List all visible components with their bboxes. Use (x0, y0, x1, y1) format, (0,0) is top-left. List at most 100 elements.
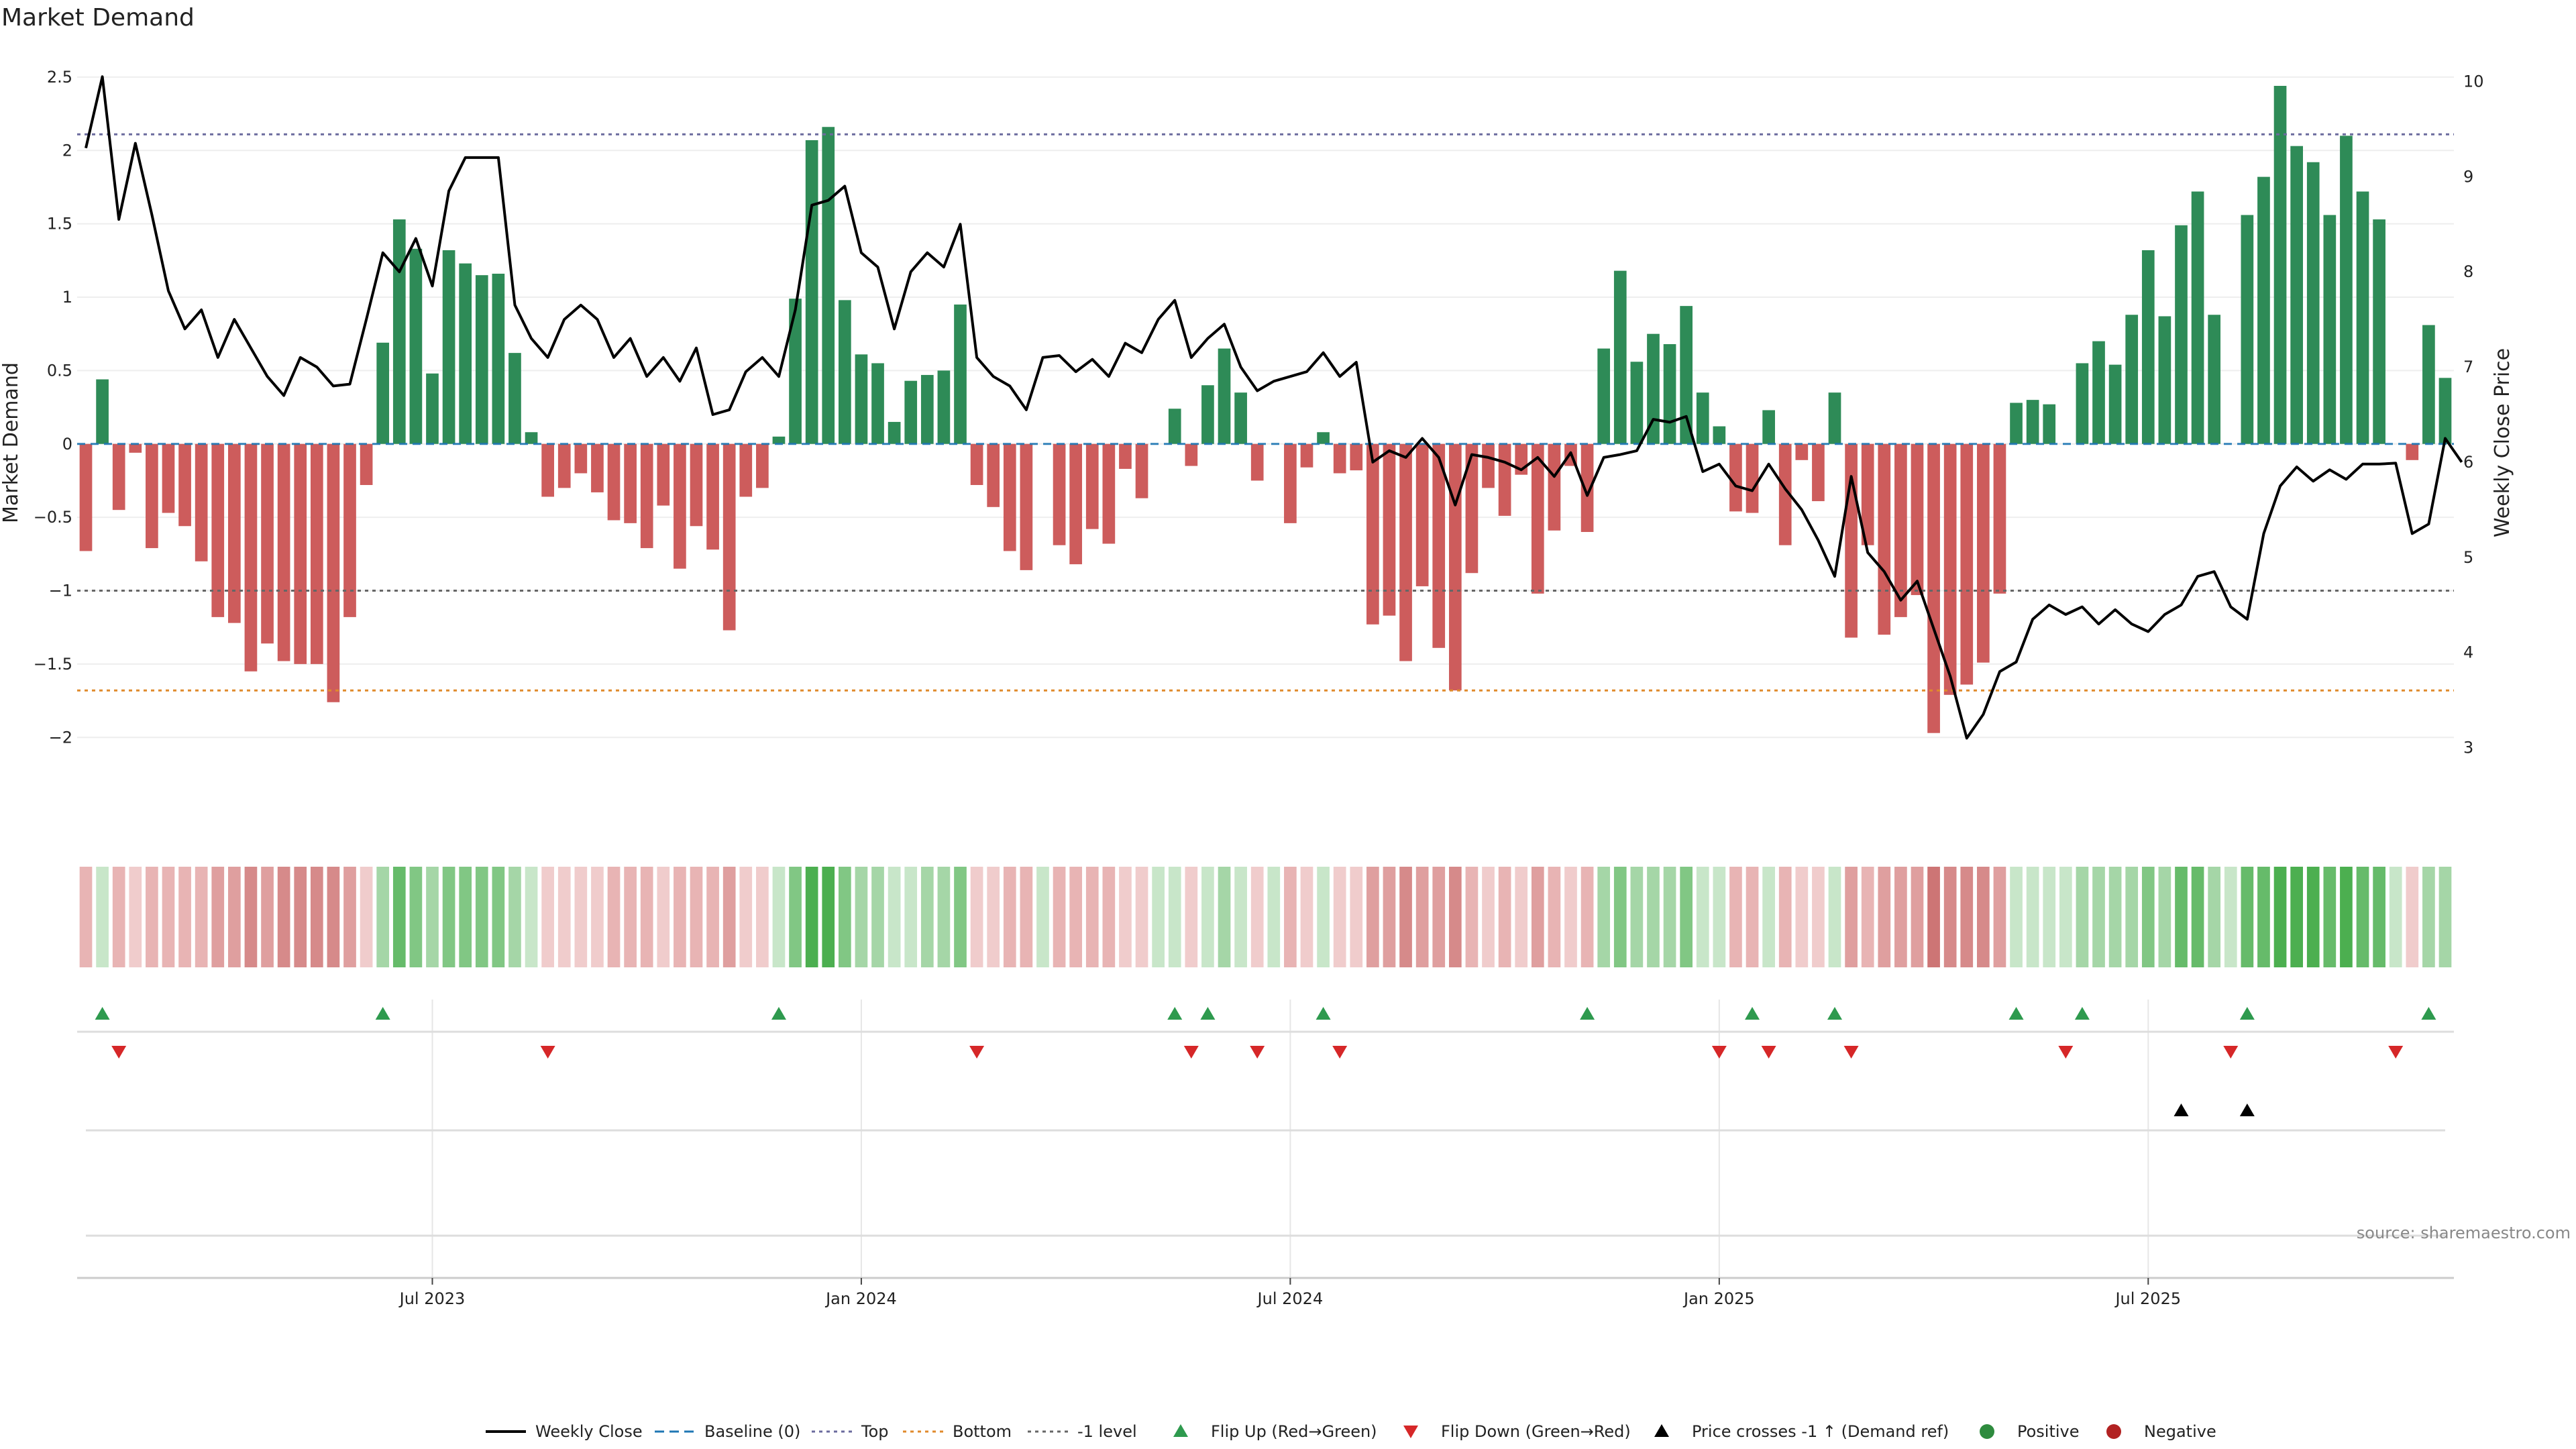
y-tick-label: −0.5 (34, 508, 72, 527)
demand-bar (2241, 215, 2254, 444)
heat-cell (2422, 867, 2435, 967)
demand-bar (2026, 400, 2039, 444)
demand-bar (1465, 443, 1479, 574)
heat-cell (805, 867, 818, 967)
heat-cell (1036, 867, 1049, 967)
weekly-close-line (85, 75, 2463, 740)
heat-cell (2076, 867, 2089, 967)
heat-cell (722, 867, 736, 967)
heat-cell (129, 867, 142, 967)
legend-label: Bottom (953, 1422, 1012, 1441)
demand-bar (1366, 443, 1379, 625)
heat-cell (492, 867, 505, 967)
demand-bar (1894, 443, 1907, 617)
legend-swatch (1980, 1424, 1994, 1439)
heat-cell (1448, 867, 1462, 967)
demand-bar (2010, 402, 2023, 444)
heat-cell (904, 867, 918, 967)
demand-bar (2290, 146, 2303, 444)
demand-bar (888, 421, 901, 444)
legend-label: Price crosses -1 ↑ (Demand ref) (1692, 1422, 1949, 1441)
demand-bar (112, 443, 125, 511)
demand-bar (1878, 443, 1891, 635)
heat-cell (920, 867, 934, 967)
heat-cell (228, 867, 241, 967)
heat-cell (2438, 867, 2452, 967)
heat-cell (888, 867, 901, 967)
heat-cell (1366, 867, 1379, 967)
flip-up-marker (771, 1007, 786, 1020)
demand-bar (607, 443, 621, 521)
heat-cell (822, 867, 835, 967)
heat-cell (855, 867, 868, 967)
demand-bar (409, 248, 423, 444)
legend-label: Top (861, 1422, 889, 1441)
heat-cell (2191, 867, 2204, 967)
heat-cell (1317, 867, 1330, 967)
heat-cell (1498, 867, 1511, 967)
y2-tick-label: 10 (2463, 72, 2484, 91)
heat-cell (1548, 867, 1561, 967)
demand-bar (508, 353, 521, 444)
heat-cell (2356, 867, 2369, 967)
demand-bar (1284, 443, 1297, 523)
legend-item: Weekly Close (486, 1422, 643, 1441)
demand-heat-strip (79, 867, 2452, 967)
demand-bar (756, 443, 769, 488)
heat-cell (1943, 867, 1957, 967)
heat-cell (1680, 867, 1693, 967)
demand-bar (1960, 443, 1974, 685)
heat-cell (607, 867, 621, 967)
demand-bar (1531, 443, 1544, 594)
heat-cell (442, 867, 455, 967)
legend-label: Positive (2017, 1422, 2080, 1441)
demand-bar (2438, 378, 2452, 444)
flip-up-marker (1316, 1007, 1331, 1020)
y-tick-label: −1.5 (34, 655, 72, 674)
demand-bar (1069, 443, 1083, 565)
heat-cell (525, 867, 538, 967)
flip-up-marker (95, 1007, 110, 1020)
demand-bar (640, 443, 653, 549)
legend-item: Price crosses -1 ↑ (Demand ref) (1654, 1422, 1949, 1441)
demand-bar (294, 443, 307, 664)
grid (77, 76, 2454, 1279)
demand-bar (1713, 426, 1726, 444)
demand-bar (310, 443, 323, 664)
y-tick-label: 1.5 (47, 215, 72, 233)
demand-bar (1102, 443, 1116, 544)
heat-cell (2092, 867, 2105, 967)
demand-bar (1861, 443, 1874, 545)
demand-bar (674, 443, 686, 569)
demand-bar (129, 443, 142, 453)
heat-cell (2010, 867, 2023, 967)
heat-cell (987, 867, 1000, 967)
heat-cell (2323, 867, 2337, 967)
demand-bar (1977, 443, 1990, 663)
demand-bar (2306, 162, 2320, 444)
demand-bar (1168, 409, 1181, 444)
heat-cell (360, 867, 373, 967)
flip-down-marker (2058, 1046, 2074, 1059)
demand-bar (1943, 443, 1957, 695)
demand-bar (360, 443, 373, 485)
demand-bar (2422, 325, 2435, 444)
heat-cell (1069, 867, 1083, 967)
x-tick-label: Jul 2023 (398, 1289, 466, 1308)
demand-bar (722, 443, 736, 631)
heat-cell (1647, 867, 1660, 967)
heat-cell (772, 867, 786, 967)
demand-bar (261, 443, 274, 644)
x-tick-label: Jan 2024 (824, 1289, 897, 1308)
heat-cell (1152, 867, 1165, 967)
heat-cell (1597, 867, 1611, 967)
demand-bar (1218, 348, 1231, 444)
demand-bar (79, 443, 93, 551)
heat-cell (1729, 867, 1742, 967)
demand-bar (904, 380, 918, 444)
demand-bar (1762, 410, 1775, 444)
demand-bar (1630, 362, 1644, 444)
heat-cell (2340, 867, 2353, 967)
heat-cell (640, 867, 653, 967)
heat-cell (756, 867, 769, 967)
